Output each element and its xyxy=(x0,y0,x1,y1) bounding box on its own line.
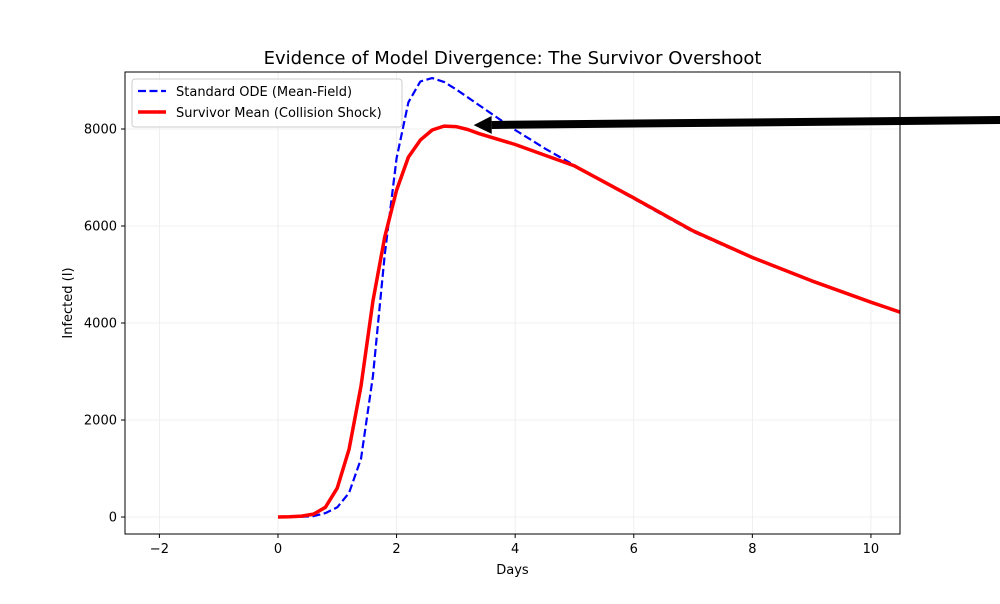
series-line-ode xyxy=(277,77,900,519)
legend: Standard ODE (Mean-Field) Survivor Mean … xyxy=(131,78,403,128)
plot-frame xyxy=(124,71,901,535)
x-tick-label: −2 xyxy=(150,542,169,557)
x-tick-label: 8 xyxy=(748,542,756,557)
y-axis-label: Infected (I) xyxy=(61,267,76,338)
x-tick-label: 6 xyxy=(630,542,638,557)
chart-title: Evidence of Model Divergence: The Surviv… xyxy=(264,48,762,69)
y-tick-label: 2000 xyxy=(84,414,117,429)
series-line-survivor xyxy=(277,124,900,519)
grid xyxy=(125,72,900,534)
y-tick-label: 6000 xyxy=(84,220,117,235)
legend-label-ode: Standard ODE (Mean-Field) xyxy=(176,85,352,100)
y-tick-label: 4000 xyxy=(84,317,117,332)
x-tick-label: 4 xyxy=(511,542,519,557)
x-tick-label: 0 xyxy=(274,542,282,557)
annotation-arrow-shaft xyxy=(491,116,1000,129)
legend-label-survivor: Survivor Mean (Collision Shock) xyxy=(176,106,382,121)
x-axis-label: Days xyxy=(496,563,529,578)
ticks: −2 0 2 4 6 8 10 0 2000 4000 6000 8000 xyxy=(84,122,879,557)
legend-box xyxy=(131,78,403,128)
annotation-arrow-head xyxy=(473,115,492,134)
series-group xyxy=(277,77,900,519)
y-tick-label: 0 xyxy=(109,511,117,526)
y-tick-label: 8000 xyxy=(84,122,117,137)
annotation-layer xyxy=(473,115,1000,134)
x-tick-label: 2 xyxy=(392,542,400,557)
x-tick-label: 10 xyxy=(863,542,880,557)
